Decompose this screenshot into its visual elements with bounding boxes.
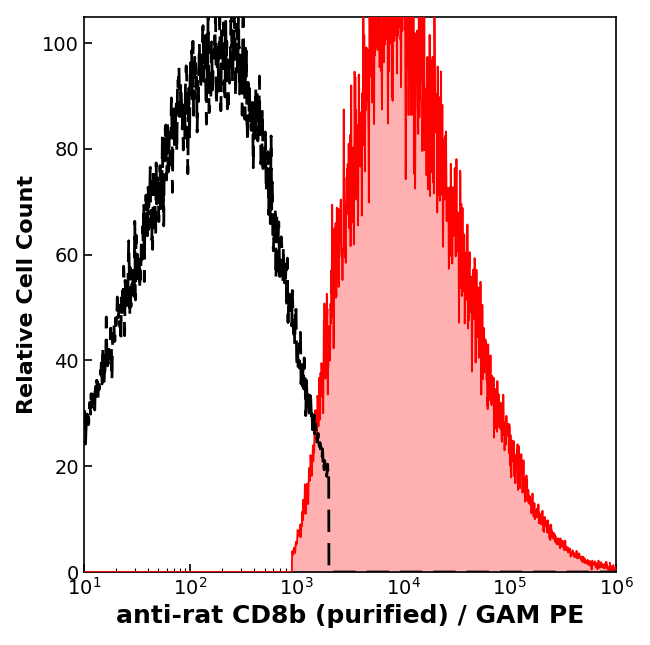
Y-axis label: Relative Cell Count: Relative Cell Count [17,175,36,414]
X-axis label: anti-rat CD8b (purified) / GAM PE: anti-rat CD8b (purified) / GAM PE [116,604,584,628]
